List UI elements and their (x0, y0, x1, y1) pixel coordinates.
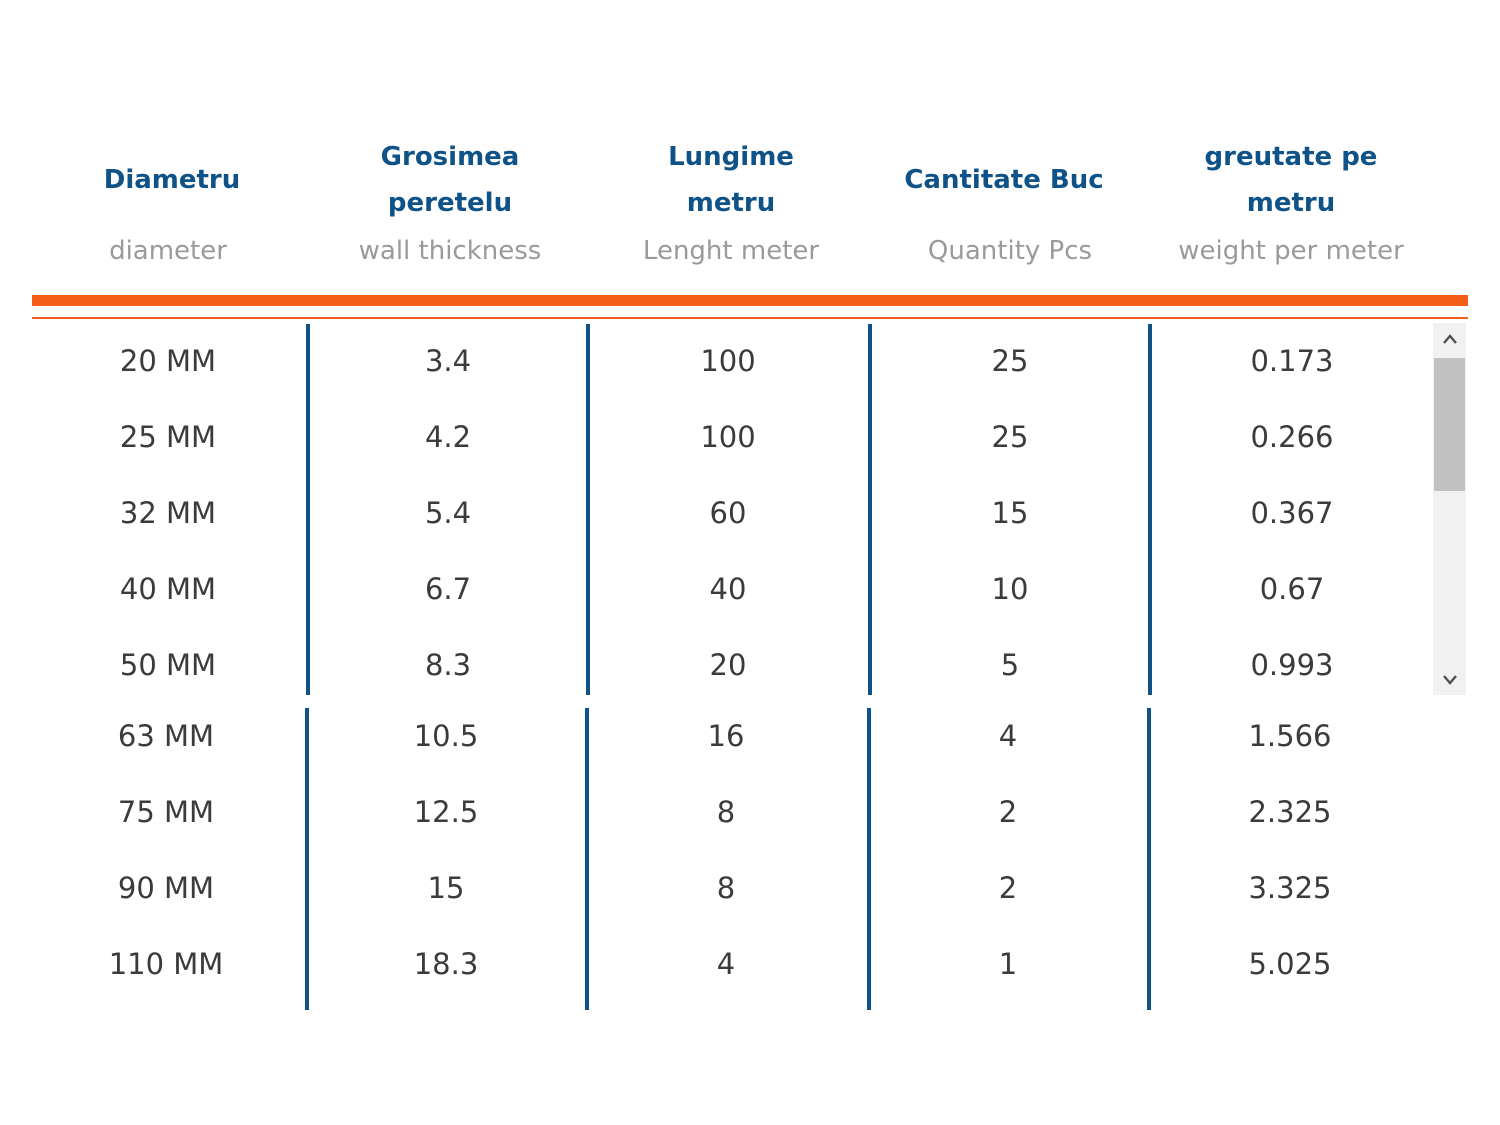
header-lungime: Lungime metru (590, 120, 872, 240)
header-title-line1: greutate pe (1204, 142, 1378, 172)
cell-quantity: 5 (1000, 648, 1020, 682)
cell-wall-thickness: 12.5 (413, 795, 479, 829)
column-divider (306, 324, 310, 695)
cell-weight: 0.993 (1250, 648, 1334, 682)
header-title-line1: Grosimea (380, 142, 520, 172)
cell-diameter: 50 MM (119, 648, 217, 682)
column-divider (586, 324, 590, 695)
table-row: 90 MM 15 8 2 3.325 (0, 850, 1500, 926)
table-row: 50 MM 8.3 20 5 0.993 (0, 627, 1500, 703)
scroll-up-button[interactable] (1433, 323, 1466, 355)
cell-length: 100 (700, 420, 756, 454)
cell-diameter: 25 MM (119, 420, 217, 454)
cell-length: 20 (709, 648, 747, 682)
table-row: 40 MM 6.7 40 10 0.67 (0, 551, 1500, 627)
cell-quantity: 1 (998, 947, 1018, 981)
header-title-line1: Lungime (668, 142, 794, 172)
cell-quantity: 2 (998, 871, 1018, 905)
table-scrollbar[interactable] (1433, 323, 1466, 695)
header-greutate: greutate pe metru (1150, 120, 1432, 240)
table-row: 32 MM 5.4 60 15 0.367 (0, 475, 1500, 551)
header-divider-thick (32, 295, 1468, 306)
header-subtitle-diameter: diameter (109, 236, 227, 266)
header-subtitle-length: Lenght meter (642, 236, 820, 266)
header-divider-thin (32, 317, 1468, 319)
cell-weight: 0.67 (1259, 572, 1325, 606)
chevron-up-icon (1442, 334, 1457, 344)
header-title-line1: Diametru (103, 165, 241, 195)
table-row: 25 MM 4.2 100 25 0.266 (0, 399, 1500, 475)
cell-weight: 0.266 (1250, 420, 1334, 454)
column-divider (1147, 708, 1151, 1010)
header-subtitle-weight: weight per meter (1178, 236, 1404, 266)
cell-wall-thickness: 4.2 (424, 420, 472, 454)
header-grosimea: Grosimea peretelu (310, 120, 590, 240)
cell-wall-thickness: 15 (427, 871, 465, 905)
scroll-thumb[interactable] (1434, 358, 1465, 491)
cell-quantity: 10 (991, 572, 1029, 606)
header-title-line2: metru (1246, 188, 1336, 218)
cell-length: 100 (700, 344, 756, 378)
cell-wall-thickness: 18.3 (413, 947, 479, 981)
cell-wall-thickness: 3.4 (424, 344, 472, 378)
header-title-line2: peretelu (387, 188, 513, 218)
cell-weight: 1.566 (1248, 719, 1332, 753)
table-row: 20 MM 3.4 100 25 0.173 (0, 323, 1500, 399)
cell-quantity: 25 (991, 344, 1029, 378)
table-row: 75 MM 12.5 8 2 2.325 (0, 774, 1500, 850)
cell-diameter: 40 MM (119, 572, 217, 606)
cell-wall-thickness: 5.4 (424, 496, 472, 530)
cell-quantity: 15 (991, 496, 1029, 530)
column-divider (1148, 324, 1152, 695)
column-divider (867, 708, 871, 1010)
header-diametru: Diametru (32, 120, 312, 240)
cell-quantity: 2 (998, 795, 1018, 829)
table-row: 63 MM 10.5 16 4 1.566 (0, 698, 1500, 774)
cell-weight: 3.325 (1248, 871, 1332, 905)
header-title-line1: Cantitate Buc (904, 165, 1104, 195)
cell-length: 16 (707, 719, 745, 753)
cell-diameter: 63 MM (117, 719, 215, 753)
cell-wall-thickness: 8.3 (424, 648, 472, 682)
cell-quantity: 4 (998, 719, 1018, 753)
cell-length: 4 (716, 947, 736, 981)
column-divider (585, 708, 589, 1010)
cell-length: 60 (709, 496, 747, 530)
cell-weight: 5.025 (1248, 947, 1332, 981)
header-cantitate: Cantitate Buc (866, 120, 1142, 240)
scroll-down-button[interactable] (1433, 663, 1466, 695)
cell-diameter: 20 MM (119, 344, 217, 378)
cell-diameter: 90 MM (117, 871, 215, 905)
cell-weight: 0.367 (1250, 496, 1334, 530)
cell-length: 8 (716, 795, 736, 829)
column-divider (305, 708, 309, 1010)
cell-weight: 2.325 (1248, 795, 1332, 829)
column-divider (868, 324, 872, 695)
table-row: 110 MM 18.3 4 1 5.025 (0, 926, 1500, 1002)
cell-wall-thickness: 10.5 (413, 719, 479, 753)
header-subtitle-wall-thickness: wall thickness (358, 236, 542, 266)
cell-length: 40 (709, 572, 747, 606)
header-subtitle-quantity: Quantity Pcs (927, 236, 1093, 266)
cell-quantity: 25 (991, 420, 1029, 454)
cell-wall-thickness: 6.7 (424, 572, 472, 606)
cell-diameter: 110 MM (108, 947, 224, 981)
cell-weight: 0.173 (1250, 344, 1334, 378)
cell-diameter: 32 MM (119, 496, 217, 530)
header-title-line2: metru (686, 188, 776, 218)
chevron-down-icon (1442, 675, 1457, 685)
cell-diameter: 75 MM (117, 795, 215, 829)
cell-length: 8 (716, 871, 736, 905)
